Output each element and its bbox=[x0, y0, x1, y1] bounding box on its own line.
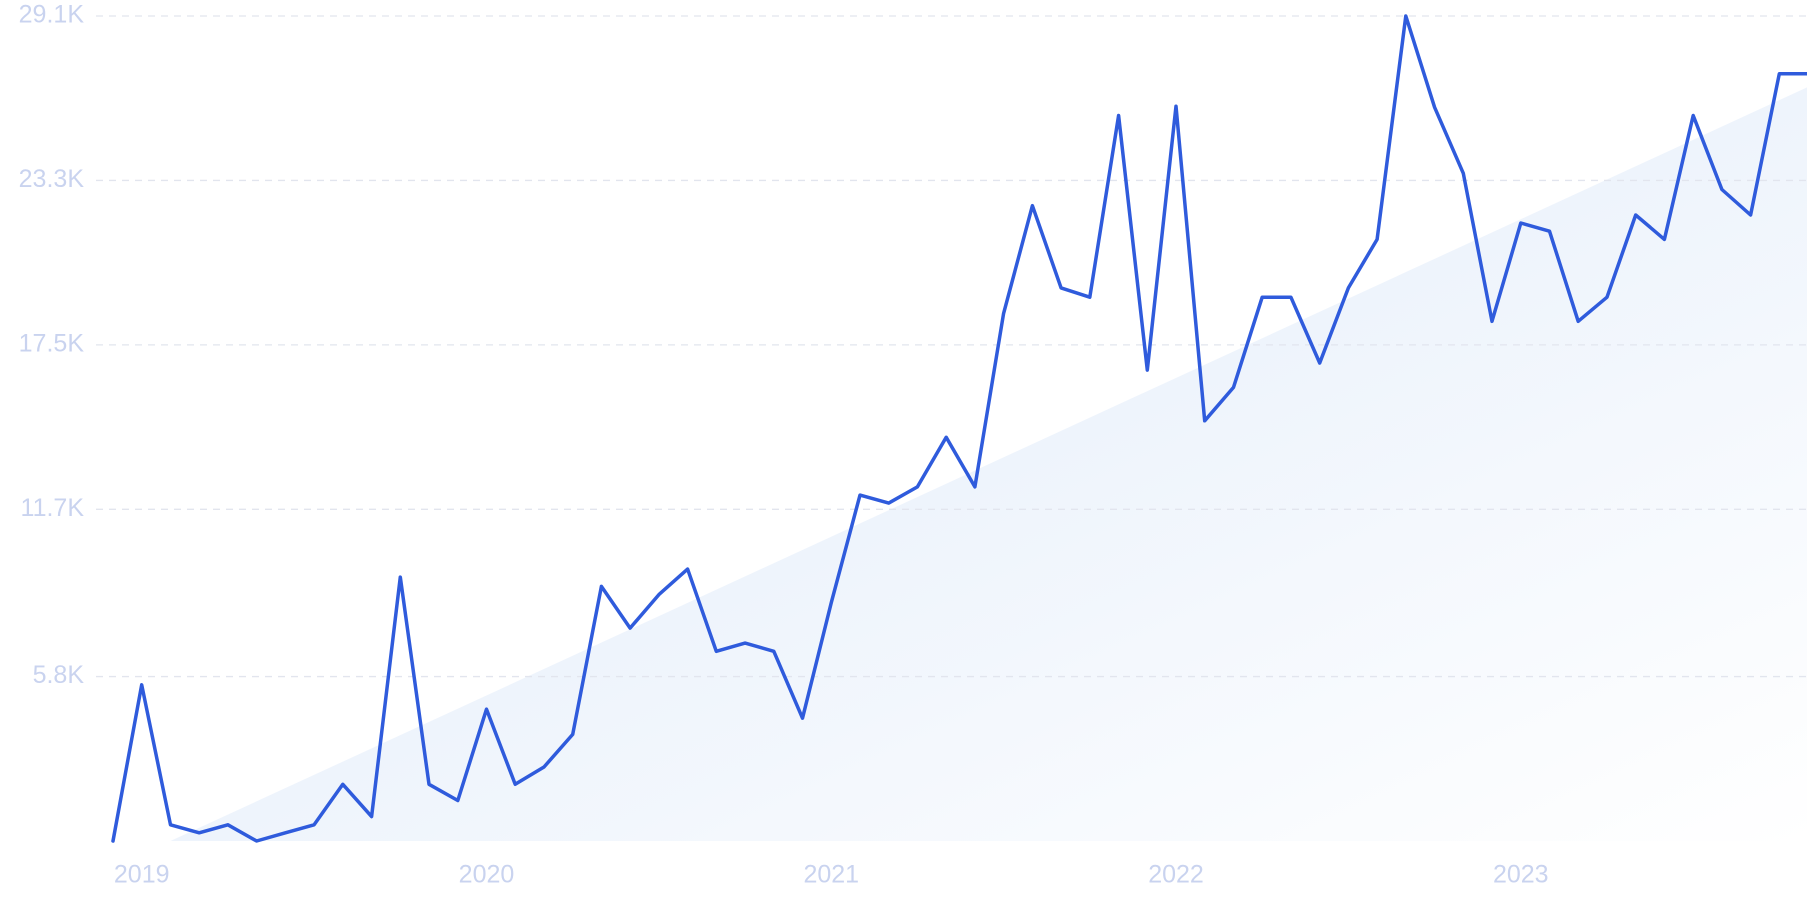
x-tick-label: 2021 bbox=[803, 861, 859, 889]
y-tick-label: 29.1K bbox=[19, 1, 85, 29]
x-tick-label: 2020 bbox=[459, 861, 515, 889]
trend-area bbox=[170, 87, 1807, 841]
x-tick-label: 2019 bbox=[114, 861, 170, 889]
y-tick-label: 23.3K bbox=[19, 165, 85, 193]
x-tick-label: 2022 bbox=[1148, 861, 1204, 889]
y-tick-label: 11.7K bbox=[21, 494, 85, 522]
y-tick-label: 17.5K bbox=[19, 329, 85, 357]
y-tick-label: 5.8K bbox=[33, 661, 85, 689]
line bbox=[111, 14, 1807, 843]
x-tick-label: 2023 bbox=[1493, 861, 1549, 889]
